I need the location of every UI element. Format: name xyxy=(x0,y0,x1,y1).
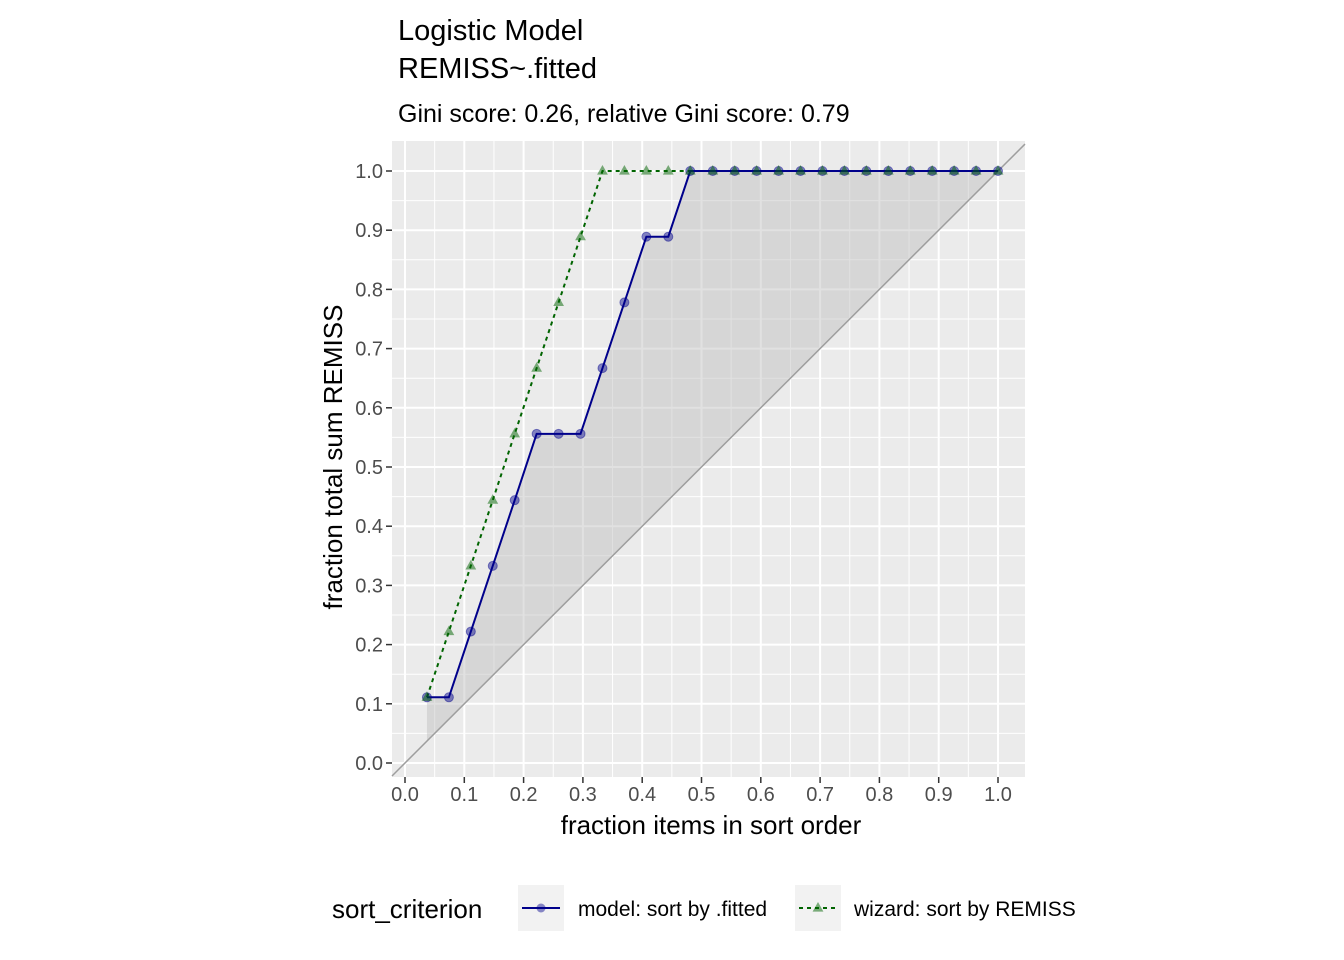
y-tick-label: 0.0 xyxy=(355,753,383,775)
wizard-point xyxy=(904,165,916,175)
wizard-point xyxy=(443,625,455,636)
wizard-point xyxy=(773,165,784,175)
legend-key-marker xyxy=(536,903,546,913)
wizard-point xyxy=(839,165,850,175)
wizard-point xyxy=(729,165,741,175)
model-point xyxy=(531,428,542,439)
wizard-point xyxy=(640,165,652,175)
y-tick-label: 0.1 xyxy=(355,694,383,716)
x-tick-label: 0.8 xyxy=(865,784,893,806)
y-tick-label: 0.9 xyxy=(355,220,383,242)
wizard-point xyxy=(707,165,719,175)
x-tick-label: 0.7 xyxy=(806,784,834,806)
y-tick-label: 0.6 xyxy=(355,398,383,420)
x-tick-label: 0.4 xyxy=(628,784,656,806)
y-tick-label: 0.5 xyxy=(355,457,383,479)
wizard-point xyxy=(531,362,543,372)
y-tick-label: 0.7 xyxy=(355,339,383,361)
legend: sort_criterion model: sort by .fitted wiz… xyxy=(332,885,1076,931)
wizard-point xyxy=(662,165,674,175)
model-point xyxy=(619,297,630,308)
wizard-point xyxy=(860,165,872,175)
y-axis-title: fraction total sum REMISS xyxy=(318,305,348,610)
wizard-point xyxy=(465,559,477,570)
x-tick-label: 0.9 xyxy=(925,784,953,806)
x-tick-label: 0.3 xyxy=(569,784,597,806)
wizard-point xyxy=(948,165,960,175)
wizard-point xyxy=(992,165,1004,175)
legend-label: model: sort by .fitted xyxy=(578,898,767,921)
model-point xyxy=(465,626,476,637)
wizard-point xyxy=(751,165,763,175)
legend-label: wizard: sort by REMISS xyxy=(853,898,1076,921)
model-point xyxy=(641,231,652,242)
y-tick-label: 0.3 xyxy=(355,575,383,597)
wizard-point xyxy=(817,165,828,175)
wizard-point xyxy=(553,296,564,307)
chart-subtitle: Gini score: 0.26, relative Gini score: 0… xyxy=(398,100,850,128)
chart-title-line2: REMISS~.fitted xyxy=(398,53,597,85)
chart-title: Logistic Model xyxy=(398,15,583,47)
wizard-point xyxy=(421,691,433,701)
model-point xyxy=(575,428,586,439)
model-point xyxy=(487,560,498,571)
y-tick-label: 0.2 xyxy=(355,635,383,657)
y-tick-label: 1.0 xyxy=(355,161,383,183)
wizard-point xyxy=(684,165,696,175)
wizard-point xyxy=(509,427,521,438)
wizard-point xyxy=(487,494,499,504)
model-point xyxy=(663,231,674,242)
wizard-point xyxy=(926,165,938,175)
wizard-point xyxy=(619,165,630,175)
x-tick-label: 0.0 xyxy=(391,784,419,806)
x-tick-label: 0.1 xyxy=(450,784,478,806)
wizard-point xyxy=(882,165,894,175)
model-point xyxy=(553,428,564,439)
legend-key-marker xyxy=(812,902,824,912)
x-tick-label: 1.0 xyxy=(984,784,1012,806)
x-tick-label: 0.2 xyxy=(510,784,538,806)
wizard-point xyxy=(970,165,982,175)
plot-area xyxy=(391,141,1026,777)
y-tick-label: 0.8 xyxy=(355,279,383,301)
y-tick-label: 0.4 xyxy=(355,516,383,538)
x-axis-title: fraction items in sort order xyxy=(561,810,862,840)
legend-title: sort_criterion xyxy=(332,894,482,924)
wizard-point xyxy=(575,230,586,241)
model-point xyxy=(597,363,608,374)
x-tick-label: 0.6 xyxy=(747,784,775,806)
wizard-point xyxy=(597,165,608,175)
diagonal-reference-line xyxy=(391,143,1026,777)
x-tick-label: 0.5 xyxy=(688,784,716,806)
wizard-point xyxy=(795,165,806,175)
model-point xyxy=(443,692,454,703)
model-point xyxy=(509,495,520,506)
axes: 0.0 0.1 0.2 0.3 0.4 0.5 0.6 0.7 0.8 0.9 1.0 0.0 0.1 0… xyxy=(355,161,1012,806)
